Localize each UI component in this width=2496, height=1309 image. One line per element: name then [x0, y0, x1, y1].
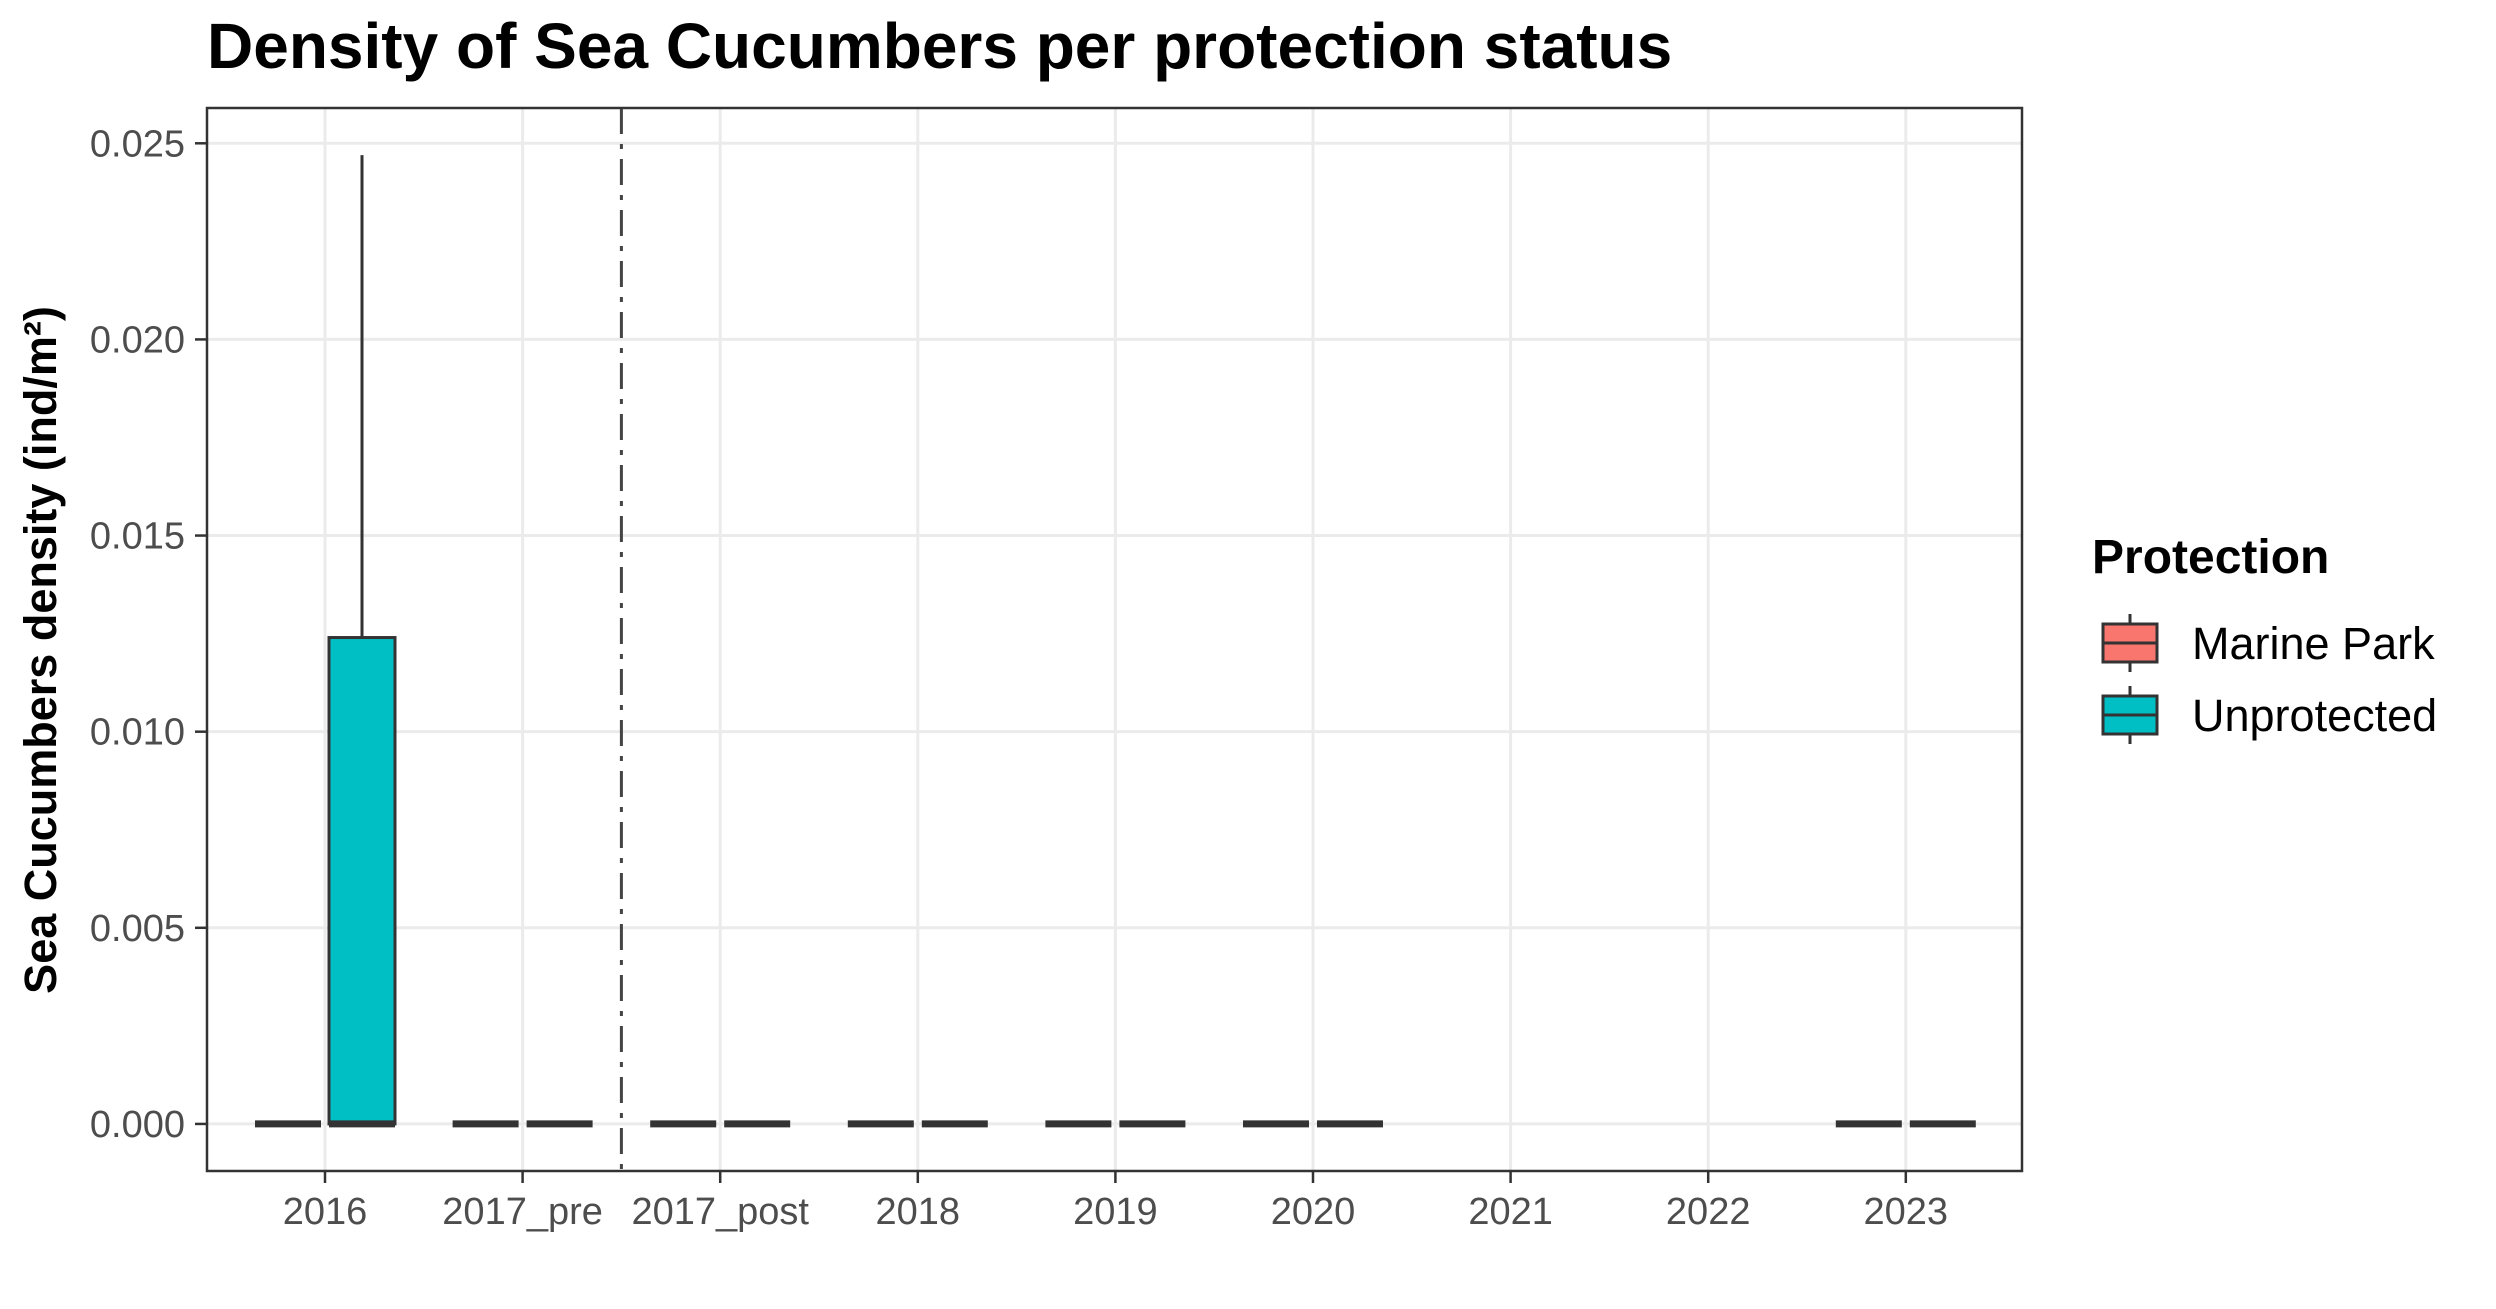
legend: Protection Marine Park Unprotected	[2092, 531, 2437, 744]
x-tick-label: 2022	[1666, 1191, 1751, 1233]
legend-entry: Unprotected	[2101, 686, 2437, 744]
legend-title: Protection	[2092, 531, 2329, 584]
y-tick-label: 0.010	[90, 712, 185, 754]
x-tick-label: 2021	[1468, 1191, 1553, 1233]
y-tick-label: 0.000	[90, 1104, 185, 1146]
grid-lines	[207, 108, 2022, 1171]
y-tick-label: 0.020	[90, 319, 185, 361]
box-unprotected	[327, 155, 397, 1128]
y-tick-label: 0.015	[90, 516, 185, 558]
x-tick-label: 2023	[1864, 1191, 1949, 1233]
legend-label: Marine Park	[2192, 618, 2435, 669]
chart-title: Density of Sea Cucumbers per protection …	[207, 10, 1672, 82]
box-body	[327, 636, 397, 1126]
x-tick-label: 2017_post	[631, 1191, 809, 1233]
y-tick-label: 0.025	[90, 123, 185, 165]
legend-entries: Marine Park Unprotected	[2101, 614, 2437, 744]
y-axis-label: Sea Cucumbers density (ind/m²)	[15, 306, 66, 994]
legend-label: Unprotected	[2192, 690, 2437, 741]
x-tick-label: 2018	[876, 1191, 961, 1233]
legend-entry: Marine Park	[2101, 614, 2435, 672]
x-tick-label: 2016	[283, 1191, 368, 1233]
x-tick-label: 2019	[1073, 1191, 1158, 1233]
y-tick-label: 0.005	[90, 908, 185, 950]
x-tick-label: 2017_pre	[442, 1191, 603, 1233]
x-tick-label: 2020	[1271, 1191, 1356, 1233]
boxes	[255, 155, 1976, 1128]
axes: 0.000 0.005 0.010 0.015 0.020 0.025 2016 2017_p…	[90, 123, 1948, 1233]
